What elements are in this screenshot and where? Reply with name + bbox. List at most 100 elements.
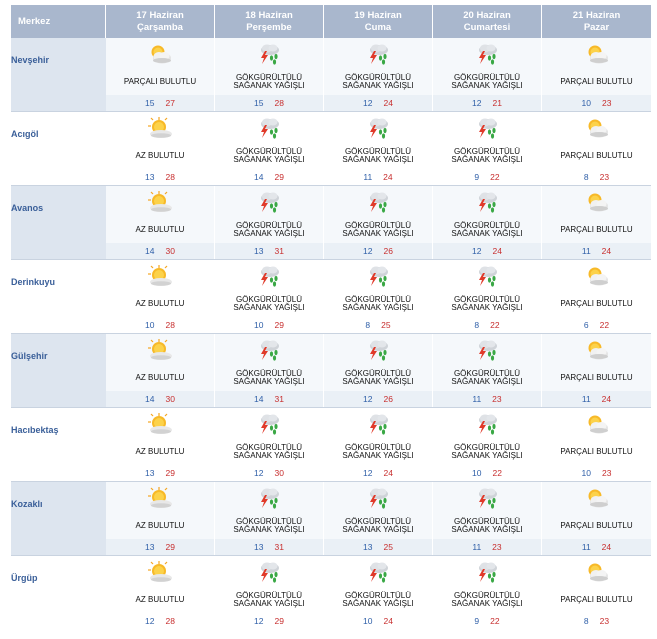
- max-temp: 26: [383, 394, 393, 404]
- city-name[interactable]: Gülşehir: [11, 350, 48, 361]
- max-temp: 29: [165, 542, 175, 552]
- condition-line: Sağanak Yağışlı: [233, 599, 305, 608]
- table-row: Ürgüp Az Bulutlu 12 28 Gökgürültülü Sağanak…: [11, 556, 651, 629]
- condition-line: Az Bulutlu: [135, 150, 185, 160]
- thunderstorm-rain-icon: [256, 412, 282, 436]
- temperature-range: 11 23: [433, 391, 541, 407]
- temperature-range: 14 31: [215, 391, 323, 407]
- table-row: Kozaklı Az Bulutlu 13 29 Gökgürültülü Sağan…: [11, 482, 651, 555]
- row-divider-line: [11, 111, 651, 112]
- row-divider-line: [11, 333, 651, 334]
- condition-line: Az Bulutlu: [135, 298, 185, 308]
- max-temp: 21: [492, 98, 502, 108]
- condition-line: Parçalı Bulutlu: [560, 520, 633, 530]
- thunderstorm-rain-icon: [256, 116, 282, 140]
- temperature-range: 9 22: [433, 169, 541, 185]
- temperature-range: 10 24: [324, 613, 432, 629]
- row-divider: [11, 407, 651, 408]
- temperature-range: 13 31: [215, 243, 323, 259]
- condition-line: Gökgürültülü: [453, 442, 521, 452]
- min-temp: 13: [145, 468, 155, 478]
- min-temp: 11: [363, 172, 373, 182]
- city-name[interactable]: Ürgüp: [11, 572, 38, 583]
- forecast-cell: Gökgürültülü Sağanak Yağışlı 15 28: [215, 38, 324, 111]
- condition-text: Parçalı Bulutlu: [106, 70, 214, 94]
- condition-text: Parçalı Bulutlu: [542, 440, 651, 464]
- city-cell: Gülşehir: [11, 334, 106, 407]
- condition-line: Sağanak Yağışlı: [342, 155, 414, 164]
- condition-text: Gökgürültülü Sağanak Yağışlı: [324, 218, 432, 242]
- city-cell: Nevşehir: [11, 38, 106, 111]
- city-name[interactable]: Derinkuyu: [11, 276, 56, 287]
- temperature-range: 12 26: [324, 391, 432, 407]
- forecast-cell: Gökgürültülü Sağanak Yağışlı 10 24: [324, 556, 433, 629]
- table-row: Gülşehir Az Bulutlu 14 30 Gökgürültülü Sağa…: [11, 334, 651, 407]
- min-temp: 14: [254, 172, 264, 182]
- mostly-sunny-icon: [147, 264, 173, 288]
- min-temp: 13: [254, 542, 264, 552]
- condition-text: Gökgürültülü Sağanak Yağışlı: [433, 588, 541, 612]
- condition-text: Gökgürültülü Sağanak Yağışlı: [215, 292, 323, 316]
- condition-line: Sağanak Yağışlı: [451, 81, 523, 90]
- thunderstorm-rain-icon: [256, 560, 282, 584]
- temperature-range: 12 24: [433, 243, 541, 259]
- forecast-body: Nevşehir Parçalı Bulutlu 15 27 Gökgürültül…: [11, 38, 651, 629]
- table-row: Acıgöl Az Bulutlu 13 28 Gökgürültülü Sağana…: [11, 112, 651, 185]
- max-temp: 24: [601, 394, 612, 404]
- condition-text: Gökgürültülü Sağanak Yağışlı: [324, 514, 432, 538]
- city-name[interactable]: Nevşehir: [11, 54, 50, 65]
- temperature-range: 11 24: [542, 243, 651, 259]
- partly-cloudy-icon: [584, 412, 610, 436]
- condition-text: Gökgürültülü Sağanak Yağışlı: [433, 218, 541, 242]
- forecast-cell: Parçalı Bulutlu 10 23: [542, 38, 651, 111]
- condition-text: Parçalı Bulutlu: [542, 588, 651, 612]
- max-temp: 23: [602, 468, 612, 478]
- partly-cloudy-icon: [584, 42, 610, 66]
- condition-line: Sağanak Yağışlı: [233, 377, 305, 386]
- condition-text: Gökgürültülü Sağanak Yağışlı: [433, 440, 541, 464]
- city-name[interactable]: Avanos: [11, 202, 44, 213]
- condition-text: Gökgürültülü Sağanak Yağışlı: [433, 292, 541, 316]
- day-header: 19 Haziran Cuma: [324, 5, 433, 38]
- temperature-range: 11 23: [433, 539, 541, 555]
- max-temp: 22: [492, 468, 502, 478]
- condition-text: Gökgürültülü Sağanak Yağışlı: [215, 514, 323, 538]
- max-temp: 27: [165, 98, 175, 108]
- thunderstorm-rain-icon: [474, 338, 500, 362]
- forecast-cell: Gökgürültülü Sağanak Yağışlı 13 31: [215, 482, 324, 555]
- forecast-cell: Az Bulutlu 14 30: [106, 186, 215, 259]
- city-name[interactable]: Hacıbektaş: [11, 424, 59, 435]
- min-temp: 12: [363, 394, 373, 404]
- condition-line: Sağanak Yağışlı: [451, 451, 523, 460]
- thunderstorm-rain-icon: [365, 486, 391, 510]
- min-temp: 15: [145, 98, 155, 108]
- temperature-range: 8 23: [542, 613, 651, 629]
- forecast-cell: Gökgürültülü Sağanak Yağışlı 12 21: [433, 38, 542, 111]
- condition-line: Sağanak Yağışlı: [342, 599, 414, 608]
- min-temp: 13: [363, 542, 373, 552]
- max-temp: 31: [274, 394, 284, 404]
- condition-line: Gökgürültülü: [453, 368, 521, 378]
- day-weekday: Çarşamba: [137, 21, 183, 33]
- day-weekday: Perşembe: [246, 21, 292, 33]
- min-temp: 13: [145, 542, 155, 552]
- forecast-cell: Gökgürültülü Sağanak Yağışlı 12 29: [215, 556, 324, 629]
- condition-text: Az Bulutlu: [106, 588, 214, 612]
- condition-text: Gökgürültülü Sağanak Yağışlı: [324, 440, 432, 464]
- condition-line: Parçalı Bulutlu: [123, 76, 197, 86]
- temperature-range: 15 28: [215, 95, 323, 111]
- temperature-range: 8 23: [542, 169, 651, 185]
- thunderstorm-rain-icon: [365, 412, 391, 436]
- thunderstorm-rain-icon: [474, 560, 500, 584]
- max-temp: 24: [601, 542, 612, 552]
- temperature-range: 15 27: [106, 95, 214, 111]
- condition-text: Parçalı Bulutlu: [542, 70, 651, 94]
- day-date: 17 Haziran: [136, 9, 184, 21]
- city-name[interactable]: Acıgöl: [11, 128, 39, 139]
- max-temp: 25: [383, 542, 393, 552]
- city-name[interactable]: Kozaklı: [11, 498, 43, 509]
- condition-line: Az Bulutlu: [135, 224, 185, 234]
- condition-line: Gökgürültülü: [344, 72, 412, 82]
- condition-line: Sağanak Yağışlı: [233, 81, 305, 90]
